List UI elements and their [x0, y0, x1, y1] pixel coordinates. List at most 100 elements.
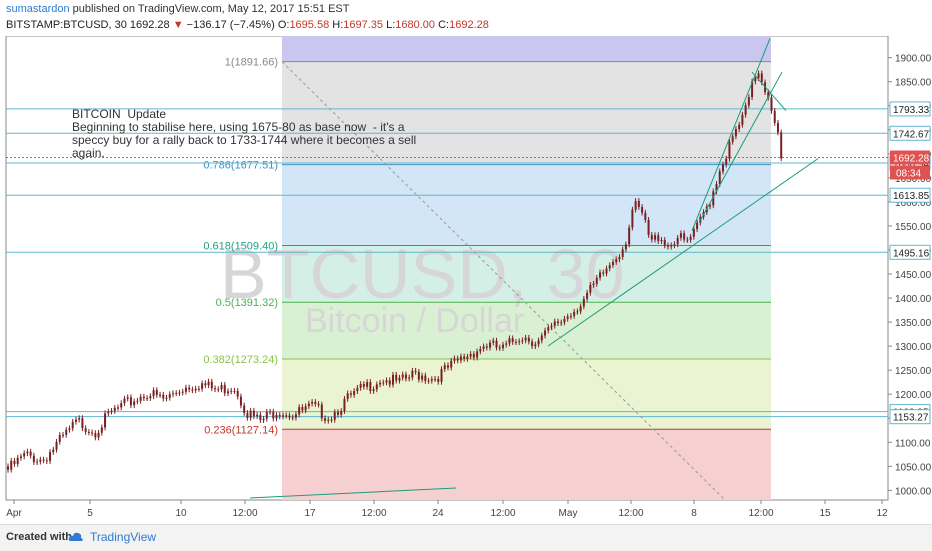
candle-body	[634, 201, 637, 210]
price-label: 1742.67	[893, 129, 930, 140]
close-label: C:	[438, 19, 450, 31]
candle-body	[599, 272, 602, 278]
candle-body	[379, 382, 382, 385]
candle-body	[718, 171, 721, 184]
candle-body	[631, 209, 634, 228]
candle-body	[550, 325, 553, 328]
fib-zone	[282, 429, 771, 500]
y-tick-label: 1400.00	[895, 294, 932, 305]
candle-body	[434, 378, 437, 380]
candle-body	[560, 322, 563, 324]
candle-body	[375, 384, 378, 390]
candle-body	[485, 346, 488, 348]
candle-body	[747, 97, 750, 106]
price-label-box	[889, 409, 931, 425]
y-tick-label: 1200.00	[895, 390, 932, 401]
candle-body	[346, 393, 349, 399]
candle-body	[709, 205, 712, 207]
symbol-label[interactable]: BITSTAMP:BTCUSD, 30	[6, 19, 127, 31]
candle-body	[456, 358, 459, 361]
candle-body	[246, 412, 249, 418]
created-with-label: Created with	[6, 531, 73, 543]
candle-body	[673, 244, 676, 246]
candle-body	[19, 456, 22, 458]
candle-body	[611, 261, 614, 266]
y-tick-label: 1050.00	[895, 462, 932, 473]
candle-body	[285, 415, 288, 417]
y-tick-label: 1850.00	[895, 78, 932, 89]
candle-body	[641, 206, 644, 213]
price-label-box	[889, 244, 931, 260]
candle-body	[349, 393, 352, 395]
author-link[interactable]: sumastardon	[6, 3, 70, 15]
candle-body	[307, 403, 310, 407]
chart-header: sumastardon published on TradingView.com…	[0, 0, 932, 36]
trend-line	[547, 158, 819, 347]
candle-body	[663, 239, 666, 246]
candle-body	[207, 381, 210, 386]
candle-body	[304, 406, 307, 411]
candle-body	[430, 379, 433, 381]
candle-body	[181, 391, 184, 393]
candle-body	[696, 222, 699, 230]
x-tick-label: 12:00	[748, 508, 773, 519]
candle-body	[679, 233, 682, 238]
candle-body	[236, 390, 239, 397]
candle-body	[249, 410, 252, 418]
candle-body	[650, 234, 653, 240]
candle-body	[197, 388, 200, 390]
candle-body	[133, 401, 136, 406]
x-tick-label: Apr	[6, 508, 22, 519]
candle-body	[343, 398, 346, 412]
low-label: L:	[386, 19, 396, 31]
candle-body	[142, 396, 145, 399]
fib-zone	[282, 302, 771, 360]
candle-body	[479, 348, 482, 352]
candle-body	[104, 413, 107, 428]
y-tick-label: 1100.00	[895, 438, 931, 449]
candle-body	[511, 338, 514, 342]
candle-body	[146, 398, 149, 400]
candle-body	[670, 245, 673, 247]
candle-body	[91, 432, 94, 434]
candle-body	[97, 432, 100, 438]
candle-body	[443, 365, 446, 370]
candle-body	[226, 391, 229, 394]
candle-body	[563, 318, 566, 323]
candle-body	[275, 415, 278, 419]
fib-zone	[282, 164, 771, 246]
candle-body	[715, 183, 718, 192]
candle-body	[544, 330, 547, 336]
note-title: BITCOIN Update	[72, 107, 167, 121]
tradingview-brand[interactable]: TradingView	[90, 530, 157, 544]
candle-body	[324, 418, 327, 421]
fib-label: 1(1891.66)	[225, 57, 278, 69]
candle-body	[692, 229, 695, 237]
candle-body	[217, 389, 220, 391]
candle-body	[155, 390, 158, 395]
candle-body	[149, 396, 152, 399]
x-tick-label: 12:00	[361, 508, 386, 519]
candle-body	[78, 418, 81, 420]
candle-body	[262, 418, 265, 421]
candle-body	[71, 421, 74, 429]
candle-body	[123, 398, 126, 404]
candle-body	[210, 381, 213, 389]
candle-body	[159, 394, 162, 396]
candle-body	[136, 400, 139, 402]
candle-body	[265, 411, 268, 419]
candle-body	[647, 219, 650, 235]
tradingview-cloud-icon	[68, 532, 83, 541]
current-price-tag	[890, 150, 930, 165]
candle-body	[592, 283, 595, 285]
candle-body	[757, 73, 760, 79]
fib-zone	[282, 61, 771, 165]
candle-body	[298, 407, 301, 415]
y-tick-label: 1550.00	[895, 222, 932, 233]
candle-body	[39, 459, 42, 462]
candle-body	[223, 384, 226, 394]
candle-body	[252, 410, 255, 417]
trend-line	[751, 71, 787, 111]
y-tick-label: 1350.00	[895, 318, 932, 329]
